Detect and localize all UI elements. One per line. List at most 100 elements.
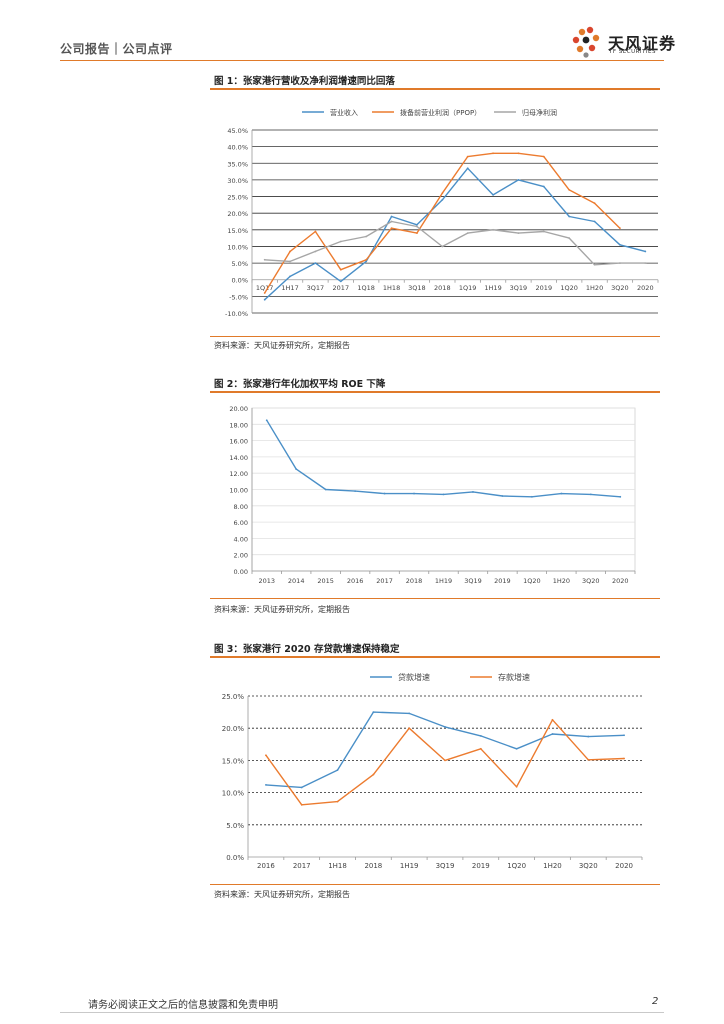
data-point (619, 495, 622, 498)
series-line (264, 220, 646, 266)
x-tick-label: 1H18 (383, 284, 400, 292)
figure-2-top-rule (210, 391, 660, 393)
data-point (466, 167, 469, 170)
data-point (408, 727, 411, 730)
data-point (339, 268, 342, 271)
y-tick-label: 14.00 (229, 454, 248, 462)
y-tick-label: 0.0% (226, 854, 244, 862)
data-point (339, 280, 342, 283)
series-line (264, 167, 646, 301)
data-point (289, 260, 291, 263)
data-point (568, 188, 571, 191)
data-point (365, 260, 368, 263)
x-tick-label: 2017 (293, 862, 311, 870)
data-point (314, 262, 317, 264)
y-tick-label: 25.0% (227, 194, 248, 202)
data-point (265, 783, 267, 786)
x-tick-label: 3Q17 (307, 284, 325, 292)
data-point (263, 258, 266, 261)
y-tick-label: 6.00 (234, 519, 248, 527)
figure-1-source: 资料来源：天风证券研究所，定期报告 (214, 341, 350, 350)
y-tick-label: 30.0% (227, 177, 248, 185)
legend-label: 存款增速 (498, 672, 530, 682)
data-point (441, 192, 444, 195)
y-tick-label: 25.0% (222, 693, 245, 701)
data-point (551, 733, 554, 735)
data-point (441, 245, 444, 248)
figure-3-source: 资料来源：天风证券研究所，定期报告 (214, 890, 350, 899)
data-point (289, 275, 291, 278)
report-type-label: 公司报告｜公司点评 (60, 42, 173, 56)
figure-1-top-rule (210, 88, 660, 90)
data-point (441, 198, 444, 201)
x-tick-label: 1Q20 (523, 577, 541, 585)
data-point (568, 215, 571, 218)
x-tick-label: 1Q17 (256, 284, 274, 292)
x-tick-label: 2014 (288, 577, 305, 585)
y-tick-label: 0.0% (231, 277, 248, 285)
x-tick-label: 1H19 (400, 862, 419, 870)
data-point (444, 726, 446, 728)
figure-3-bottom-rule (210, 884, 660, 885)
data-point (619, 243, 621, 246)
x-tick-label: 2016 (347, 577, 364, 585)
data-point (472, 491, 474, 493)
chart-1: -10.0% -5.0% 0.0% 5.0% 10.0% 15.0% 20.0% 25.0% 3… (225, 108, 659, 318)
data-point (501, 495, 504, 497)
x-tick-label: 3Q20 (579, 862, 598, 870)
data-point (619, 262, 621, 264)
figure-1-title: 图 1：张家港行营收及净利润增速同比回落 (214, 76, 395, 87)
data-point (263, 292, 266, 294)
data-point (372, 773, 375, 776)
data-point (492, 193, 494, 196)
x-tick-label: 2016 (257, 862, 275, 870)
y-tick-label: 35.0% (227, 160, 248, 168)
y-tick-label: 4.00 (234, 535, 248, 543)
data-point (390, 227, 393, 230)
data-point (336, 800, 339, 803)
data-point (300, 803, 303, 806)
x-tick-label: 1Q18 (357, 284, 375, 292)
x-tick-label: 1H17 (281, 284, 298, 292)
x-tick-label: 2015 (317, 577, 334, 585)
data-point (466, 155, 469, 158)
x-tick-label: 1H18 (328, 862, 347, 870)
data-point (568, 237, 571, 240)
data-point (365, 235, 368, 238)
data-point (542, 155, 545, 158)
x-tick-label: 3Q19 (510, 284, 528, 292)
data-point (587, 758, 590, 761)
data-point (416, 225, 418, 228)
data-point (515, 785, 518, 788)
legend-label: 营业收入 (330, 108, 358, 117)
x-tick-label: 3Q19 (464, 577, 482, 585)
data-point (314, 230, 317, 233)
x-tick-label: 1H19 (484, 284, 501, 292)
figure-2-bottom-rule (210, 598, 660, 599)
header-divider (60, 60, 664, 61)
x-tick-label: 2018 (364, 862, 382, 870)
data-point (619, 227, 621, 230)
legend-label: 拨备前营业利润（PPOP） (400, 108, 481, 117)
y-tick-label: 18.00 (229, 421, 248, 429)
x-tick-label: 2020 (612, 577, 629, 585)
y-tick-label: -5.0% (229, 293, 248, 301)
data-point (324, 488, 327, 491)
y-tick-label: 20.0% (222, 725, 245, 733)
x-tick-label: 3Q19 (436, 862, 455, 870)
x-tick-label: 1Q20 (507, 862, 526, 870)
legend-label: 归母净利润 (522, 108, 557, 117)
data-point (339, 240, 342, 243)
series-line (266, 419, 621, 498)
y-tick-label: -10.0% (225, 310, 248, 318)
figure-2-source: 资料来源：天风证券研究所，定期报告 (214, 605, 350, 614)
legend-label: 贷款增速 (398, 672, 430, 682)
data-point (442, 493, 445, 496)
x-tick-label: 2019 (494, 577, 511, 585)
chart-2: 0.00 2.00 4.00 6.00 8.00 10.00 12.00 14.00 16.00… (229, 405, 636, 585)
y-tick-label: 15.0% (222, 757, 245, 765)
figure-2-title: 图 2：张家港行年化加权平均 ROE 下降 (214, 379, 386, 390)
data-point (416, 232, 418, 235)
data-point (517, 152, 520, 155)
data-point (589, 493, 592, 496)
